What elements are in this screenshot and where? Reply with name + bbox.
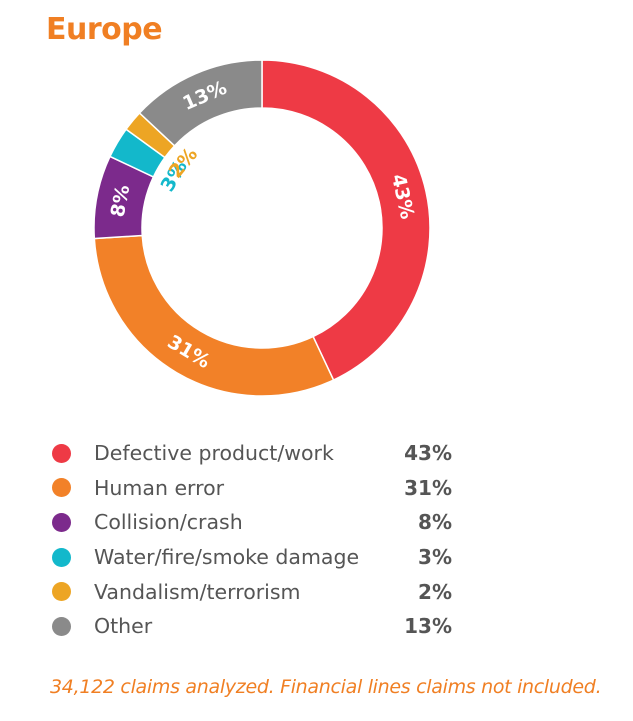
donut-slice	[261, 59, 431, 382]
legend-swatch	[52, 443, 71, 463]
legend-item: Other 13%	[52, 609, 452, 644]
legend-value: 3%	[418, 545, 452, 570]
legend-label: Other	[94, 614, 153, 639]
legend-item: Water/fire/smoke damage 3%	[52, 540, 452, 575]
donut-chart: 43%31%8%3%2%13%	[93, 59, 431, 397]
legend: Defective product/work 43% Human error 3…	[52, 436, 452, 644]
donut-slice	[93, 234, 335, 397]
footnote: 34,122 claims analyzed. Financial lines …	[50, 676, 602, 698]
legend-item: Human error 31%	[52, 471, 452, 506]
legend-item: Defective product/work 43%	[52, 436, 452, 471]
legend-value: 2%	[418, 579, 452, 604]
legend-label: Human error	[94, 475, 225, 500]
legend-item: Collision/crash 8%	[52, 505, 452, 540]
donut-slice	[138, 59, 263, 147]
legend-swatch	[52, 547, 71, 567]
legend-value: 8%	[418, 510, 452, 535]
legend-label: Defective product/work	[94, 441, 334, 466]
legend-value: 13%	[404, 614, 452, 639]
legend-label: Vandalism/terrorism	[94, 579, 301, 604]
legend-label: Water/fire/smoke damage	[94, 545, 360, 570]
legend-swatch	[52, 478, 71, 498]
legend-value: 43%	[404, 441, 452, 466]
legend-value: 31%	[404, 475, 452, 500]
legend-swatch	[52, 582, 71, 602]
legend-item: Vandalism/terrorism 2%	[52, 574, 452, 609]
chart-title: Europe	[46, 12, 163, 47]
legend-swatch	[52, 512, 71, 532]
legend-swatch	[52, 616, 71, 636]
legend-label: Collision/crash	[94, 510, 243, 535]
